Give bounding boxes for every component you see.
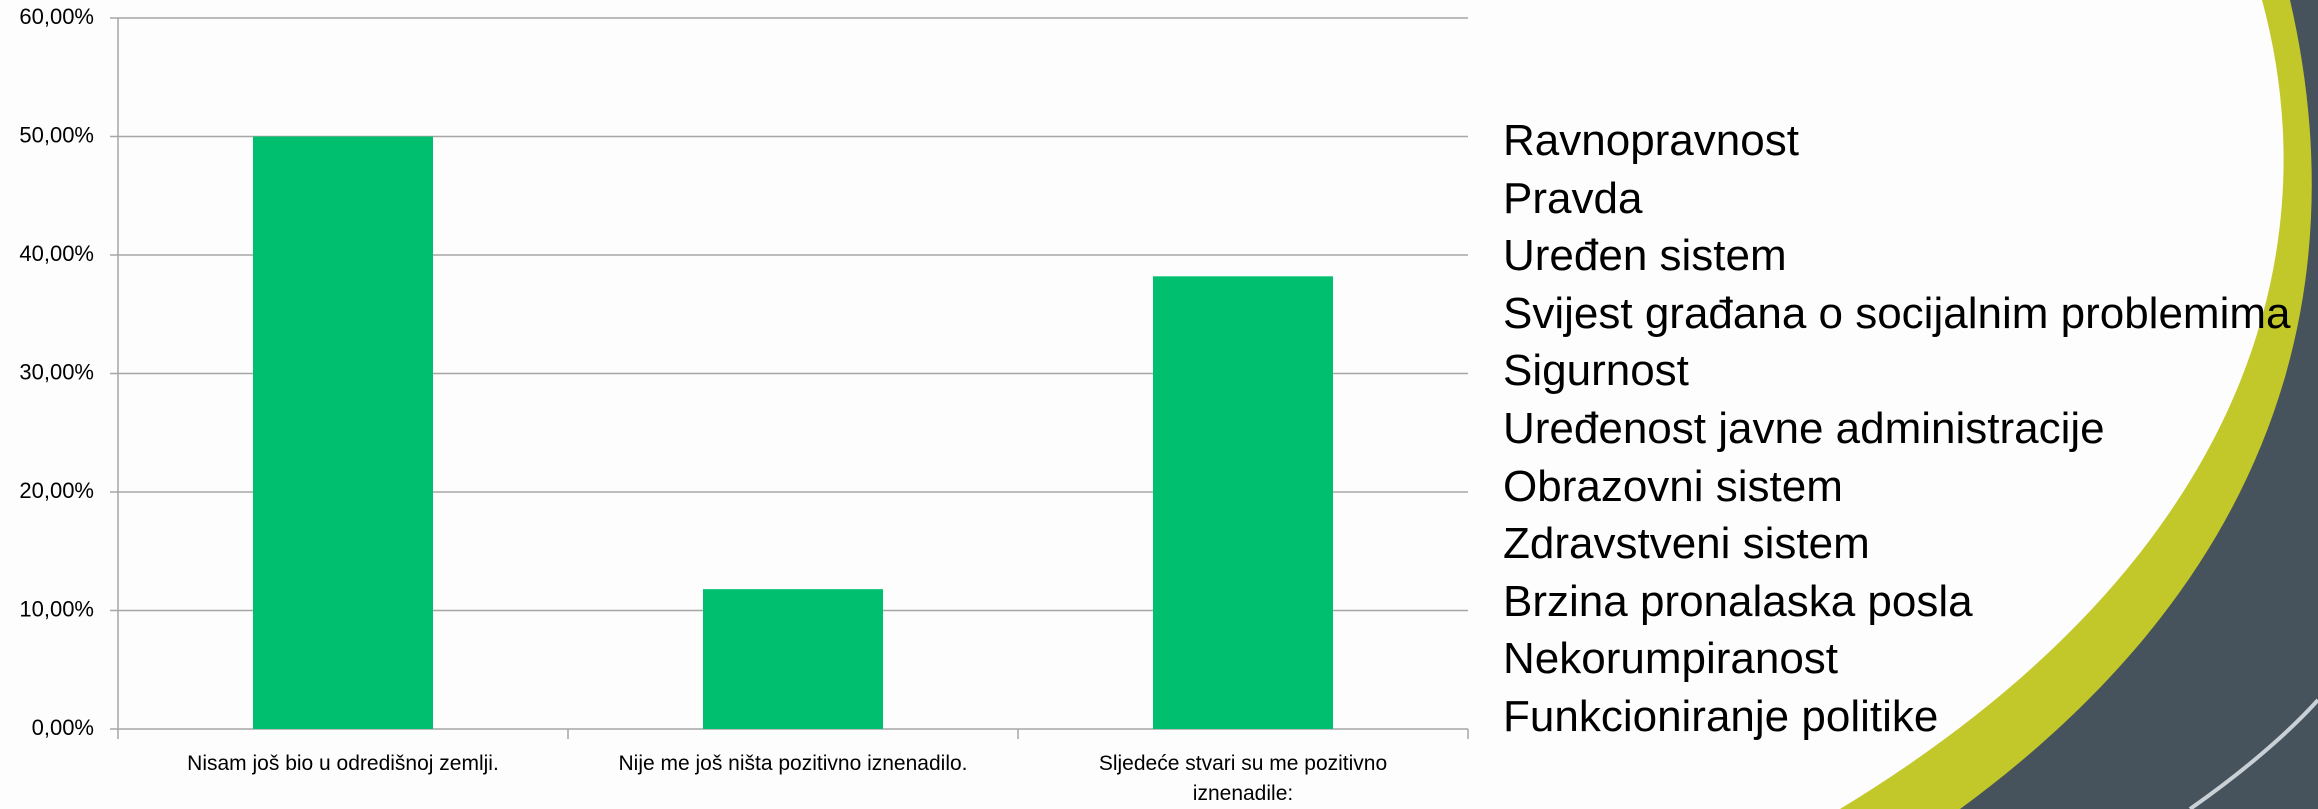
y-tick-label: 20,00% [19, 478, 94, 503]
y-tick-label: 30,00% [19, 359, 94, 384]
y-tick-label: 60,00% [19, 4, 94, 29]
bar [703, 589, 883, 729]
bar [253, 136, 433, 729]
list-item: Brzina pronalaska posla [1503, 576, 1973, 626]
y-tick-label: 0,00% [32, 715, 94, 740]
list-item: Ravnopravnost [1503, 116, 1799, 165]
x-tick-label: Sljedeće stvari su me pozitivno iznenadi… [1098, 752, 1388, 805]
x-tick-label: Nije me još ništa pozitivno iznenadilo. [618, 752, 968, 775]
list-item: Svijest građana o socijalnim problemima [1503, 288, 2291, 338]
y-tick-label: 10,00% [19, 596, 94, 621]
list-item: Funkcioniranje politike [1503, 691, 1939, 741]
item-list: Ravnopravnost Pravda Uređen sistem Svijest … [1503, 112, 2290, 746]
list-item: Nekorumpiranost [1503, 634, 1839, 684]
list-item: Sigurnost [1503, 346, 1689, 396]
list-item: Uređenost javne administracije [1503, 403, 2105, 453]
y-tick-label: 40,00% [19, 241, 94, 266]
decor-dark [1960, 0, 2318, 809]
x-tick-label: Nisam još bio u odredišnoj zemlji. [187, 752, 499, 775]
decor-line [2188, 698, 2318, 809]
bar [1153, 276, 1333, 729]
list-item: Uređen sistem [1503, 231, 1787, 281]
y-tick-label: 50,00% [19, 122, 94, 147]
list-item: Zdravstveni sistem [1503, 519, 1870, 569]
list-item: Pravda [1503, 173, 1643, 223]
list-item: Obrazovni sistem [1503, 461, 1843, 511]
